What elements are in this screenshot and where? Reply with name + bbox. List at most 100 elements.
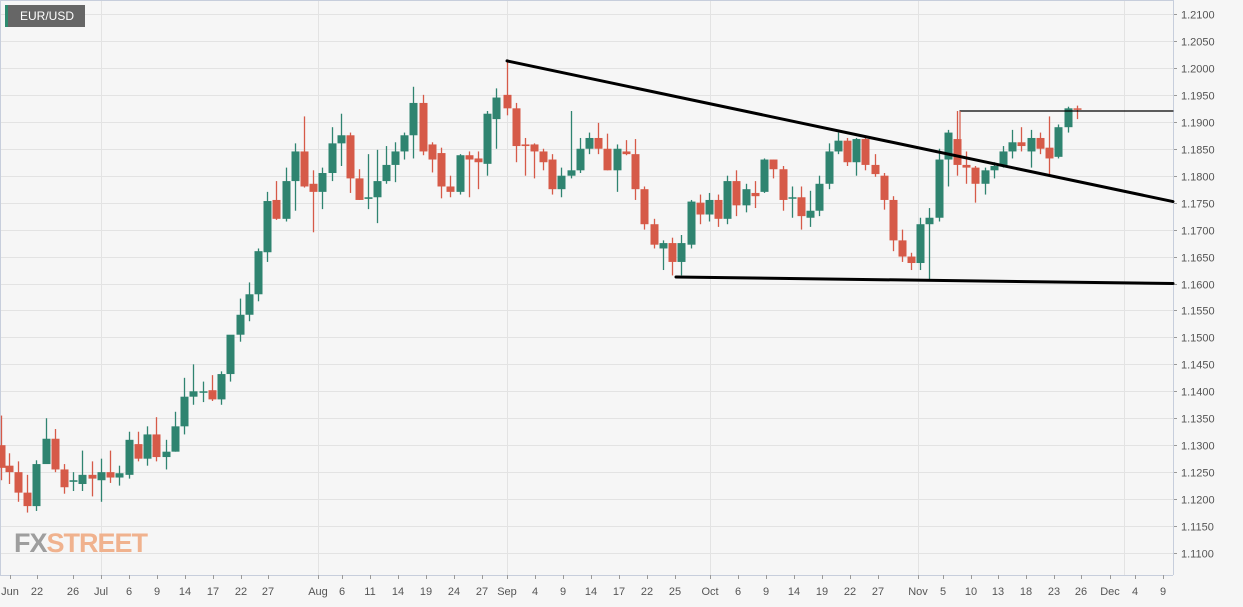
candle-bullish[interactable] (291, 151, 300, 182)
candle-bullish[interactable] (944, 132, 953, 160)
candle-bearish[interactable] (0, 445, 6, 468)
candle-bullish[interactable] (180, 396, 189, 427)
candle-bearish[interactable] (503, 94, 512, 109)
candle-bullish[interactable] (1064, 108, 1073, 128)
candle-bearish[interactable] (622, 151, 631, 155)
candle-bullish[interactable] (567, 170, 576, 176)
candle-bullish[interactable] (254, 251, 263, 295)
candle-bearish[interactable] (346, 135, 355, 179)
candle-bearish[interactable] (208, 390, 217, 400)
candle-bullish[interactable] (742, 189, 751, 206)
candle-bearish[interactable] (751, 192, 760, 197)
candle-bearish[interactable] (106, 472, 115, 478)
candle-bearish[interactable] (797, 197, 806, 217)
candle-bearish[interactable] (465, 155, 474, 160)
candle-bearish[interactable] (668, 243, 677, 262)
candle-bullish[interactable] (199, 391, 208, 393)
candle-bearish[interactable] (631, 154, 640, 190)
candle-bullish[interactable] (125, 439, 134, 475)
candle-bearish[interactable] (51, 438, 60, 470)
candle-bearish[interactable] (272, 199, 281, 219)
candle-bearish[interactable] (512, 108, 521, 147)
candle-bullish[interactable] (400, 135, 409, 152)
candle-bearish[interactable] (437, 153, 446, 187)
candle-bearish[interactable] (446, 186, 455, 192)
candle-bullish[interactable] (557, 175, 566, 190)
candle-bearish[interactable] (309, 183, 318, 192)
candle-bearish[interactable] (640, 189, 649, 225)
candle-bearish[interactable] (134, 444, 143, 459)
candle-bullish[interactable] (576, 148, 585, 171)
candle-bullish[interactable] (723, 181, 732, 219)
candle-bullish[interactable] (337, 135, 346, 144)
candle-bearish[interactable] (953, 139, 962, 165)
candle-bearish[interactable] (880, 175, 889, 200)
candle-bearish[interactable] (861, 139, 870, 165)
candle-bullish[interactable] (78, 474, 87, 485)
candle-bearish[interactable] (732, 181, 741, 206)
candle-bullish[interactable] (162, 451, 171, 458)
candle-bullish[interactable] (925, 217, 934, 225)
candle-bearish[interactable] (769, 159, 778, 170)
candle-bullish[interactable] (677, 243, 686, 262)
candle-bearish[interactable] (521, 144, 530, 147)
candle-bearish[interactable] (594, 137, 603, 149)
candle-bullish[interactable] (852, 139, 861, 163)
candle-bullish[interactable] (143, 434, 152, 459)
candle-bearish[interactable] (714, 199, 723, 219)
candle-bullish[interactable] (834, 140, 843, 152)
candle-bearish[interactable] (474, 158, 483, 163)
candle-bullish[interactable] (409, 102, 418, 136)
candle-bullish[interactable] (613, 148, 622, 171)
candle-bearish[interactable] (843, 140, 852, 163)
candle-bearish[interactable] (355, 178, 364, 200)
candle-bullish[interactable] (42, 438, 51, 465)
candle-bearish[interactable] (1045, 147, 1054, 159)
candle-bearish[interactable] (1017, 142, 1026, 147)
candle-bullish[interactable] (990, 165, 999, 171)
candle-bullish[interactable] (760, 159, 769, 192)
candle-bearish[interactable] (962, 164, 971, 168)
candle-bullish[interactable] (806, 210, 815, 218)
candle-bullish[interactable] (935, 159, 944, 218)
candle-bullish[interactable] (687, 201, 696, 245)
candle-bullish[interactable] (171, 426, 180, 452)
candle-bullish[interactable] (189, 391, 198, 397)
candle-bullish[interactable] (217, 374, 226, 400)
candle-bearish[interactable] (907, 256, 916, 264)
candle-bearish[interactable] (300, 151, 309, 187)
candle-bearish[interactable] (5, 465, 14, 473)
candle-bearish[interactable] (60, 469, 69, 488)
candle-bullish[interactable] (391, 151, 400, 165)
candle-bullish[interactable] (659, 243, 668, 249)
candle-bullish[interactable] (585, 137, 594, 149)
candle-bearish[interactable] (152, 434, 161, 458)
candle-bullish[interactable] (825, 151, 834, 184)
candle-bearish[interactable] (23, 492, 32, 507)
candle-bearish[interactable] (603, 148, 612, 171)
candle-bearish[interactable] (530, 144, 539, 152)
candle-bearish[interactable] (539, 151, 548, 163)
candle-bullish[interactable] (1054, 127, 1063, 157)
candle-bullish[interactable] (483, 113, 492, 164)
candle-bullish[interactable] (69, 480, 78, 482)
candle-bullish[interactable] (328, 143, 337, 174)
candle-bullish[interactable] (456, 155, 465, 192)
candle-bullish[interactable] (492, 97, 501, 120)
candle-bullish[interactable] (226, 334, 235, 375)
candle-bearish[interactable] (889, 199, 898, 241)
candle-bullish[interactable] (1008, 142, 1017, 152)
candle-bearish[interactable] (779, 169, 788, 200)
candle-bearish[interactable] (1073, 108, 1082, 110)
candle-bullish[interactable] (263, 201, 272, 253)
candle-bearish[interactable] (696, 202, 705, 215)
candle-bearish[interactable] (1036, 137, 1045, 149)
candle-bearish[interactable] (898, 240, 907, 257)
candle-bullish[interactable] (32, 464, 41, 507)
candle-bearish[interactable] (971, 167, 980, 184)
candle-bullish[interactable] (115, 473, 124, 478)
trendline-horizontal-support[interactable] (674, 275, 1175, 285)
candle-bearish[interactable] (14, 472, 23, 493)
trendline-descending-resistance[interactable] (505, 59, 1175, 204)
